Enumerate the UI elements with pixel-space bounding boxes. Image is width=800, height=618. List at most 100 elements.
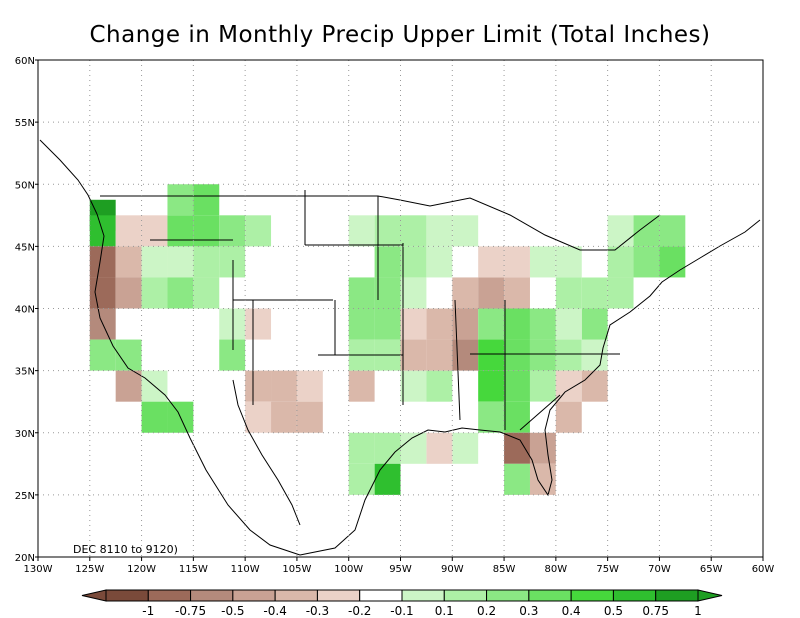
heatmap-cell xyxy=(400,432,427,464)
colorbar-swatch xyxy=(359,589,403,602)
heatmap-cell xyxy=(193,184,220,216)
map-title: Change in Monthly Precip Upper Limit (To… xyxy=(89,22,711,48)
heatmap-cells xyxy=(89,184,686,495)
colorbar-legend: -1 -0.75 -0.5 -0.4 -0.3 -0.2 -0.1 0.1 0.2 0.3 0.4 0… xyxy=(81,589,723,618)
heatmap-cell xyxy=(374,246,401,278)
colorbar-label: 0.3 xyxy=(519,604,538,618)
heatmap-cell xyxy=(426,370,453,402)
heatmap-cell xyxy=(426,246,453,278)
heatmap-cell xyxy=(607,215,634,247)
colorbar-label: -0.2 xyxy=(348,604,371,618)
lon-tick-label: 95W xyxy=(389,564,412,575)
colorbar-label: -0.3 xyxy=(306,604,329,618)
heatmap-cell xyxy=(374,215,401,247)
heatmap-cell xyxy=(555,339,582,371)
lon-tick-label: 105W xyxy=(282,564,311,575)
colorbar-swatch xyxy=(105,589,149,602)
heatmap-cell xyxy=(296,401,323,433)
heatmap-cell xyxy=(115,370,142,402)
lat-tick-label: 55N xyxy=(15,118,35,129)
heatmap-cell xyxy=(400,277,427,309)
heatmap-cell xyxy=(374,432,401,464)
colorbar-label: -0.5 xyxy=(221,604,244,618)
colorbar-swatch xyxy=(570,589,614,602)
colorbar-swatch xyxy=(528,589,572,602)
heatmap-cell xyxy=(296,370,323,402)
lon-tick-label: 100W xyxy=(334,564,363,575)
heatmap-cell xyxy=(426,215,453,247)
heatmap-cell xyxy=(348,370,375,402)
colorbar-label: -1 xyxy=(142,604,154,618)
heatmap-cell xyxy=(219,246,246,278)
heatmap-cell xyxy=(167,184,194,216)
lon-tick-label: 110W xyxy=(231,564,260,575)
heatmap-cell xyxy=(400,246,427,278)
heatmap-cell xyxy=(581,246,608,278)
heatmap-cell xyxy=(555,401,582,433)
heatmap-cell xyxy=(400,215,427,247)
heatmap-cell xyxy=(245,370,272,402)
heatmap-cell xyxy=(400,308,427,340)
heatmap-cell xyxy=(141,215,168,247)
lon-tick-label: 130W xyxy=(24,564,53,575)
heatmap-cell xyxy=(115,277,142,309)
heatmap-cell xyxy=(452,339,479,371)
heatmap-cell xyxy=(504,401,530,433)
lat-tick-label: 20N xyxy=(15,553,35,564)
colorbar-swatch xyxy=(274,589,318,602)
colorbar-label: 0.2 xyxy=(477,604,496,618)
heatmap-cell xyxy=(478,370,505,402)
heatmap-cell xyxy=(348,463,375,495)
lon-tick-label: 125W xyxy=(75,564,104,575)
heatmap-cell xyxy=(348,277,375,309)
heatmap-cell xyxy=(426,308,453,340)
heatmap-cell xyxy=(400,370,427,402)
heatmap-cell xyxy=(478,339,505,371)
heatmap-cell xyxy=(478,401,505,433)
lon-tick-label: 70W xyxy=(648,564,671,575)
heatmap-cell xyxy=(529,370,556,402)
colorbar-swatch xyxy=(190,589,234,602)
heatmap-cell xyxy=(167,215,194,247)
colorbar-label: 1 xyxy=(694,604,702,618)
lat-tick-label: 35N xyxy=(15,367,35,378)
heatmap-cell xyxy=(400,339,427,371)
colorbar-swatch xyxy=(232,589,276,602)
lat-tick-label: 25N xyxy=(15,491,35,502)
heatmap-cell xyxy=(141,277,168,309)
heatmap-cell xyxy=(504,463,530,495)
colorbar-label: 0.1 xyxy=(435,604,454,618)
heatmap-cell xyxy=(504,277,530,309)
heatmap-cell xyxy=(271,401,297,433)
heatmap-cell xyxy=(452,277,479,309)
heatmap-cell xyxy=(581,308,608,340)
lon-tick-label: 75W xyxy=(596,564,619,575)
heatmap-cell xyxy=(374,308,401,340)
colorbar-label: -0.1 xyxy=(390,604,413,618)
lat-tick-label: 50N xyxy=(15,180,35,191)
colorbar-swatch xyxy=(147,589,192,602)
heatmap-cell xyxy=(478,246,505,278)
heatmap-cell xyxy=(245,401,272,433)
heatmap-cell xyxy=(374,463,401,495)
lon-tick-label: 115W xyxy=(179,564,208,575)
heatmap-cell xyxy=(555,308,582,340)
heatmap-cell xyxy=(141,246,168,278)
colorbar-swatch xyxy=(612,589,657,602)
lon-tick-label: 65W xyxy=(700,564,723,575)
heatmap-cell xyxy=(555,370,582,402)
heatmap-cell xyxy=(504,370,530,402)
heatmap-cell xyxy=(348,215,375,247)
heatmap-cell xyxy=(89,339,116,371)
lat-tick-label: 60N xyxy=(15,56,35,67)
colorbar-label: -0.75 xyxy=(175,604,206,618)
heatmap-cell xyxy=(374,277,401,309)
heatmap-cell xyxy=(478,277,505,309)
heatmap-cell xyxy=(115,339,142,371)
heatmap-cell xyxy=(504,308,530,340)
colorbar-arrow-high xyxy=(697,589,723,602)
heatmap-cell xyxy=(193,277,220,309)
heatmap-cell xyxy=(167,277,194,309)
heatmap-cell xyxy=(426,432,453,464)
